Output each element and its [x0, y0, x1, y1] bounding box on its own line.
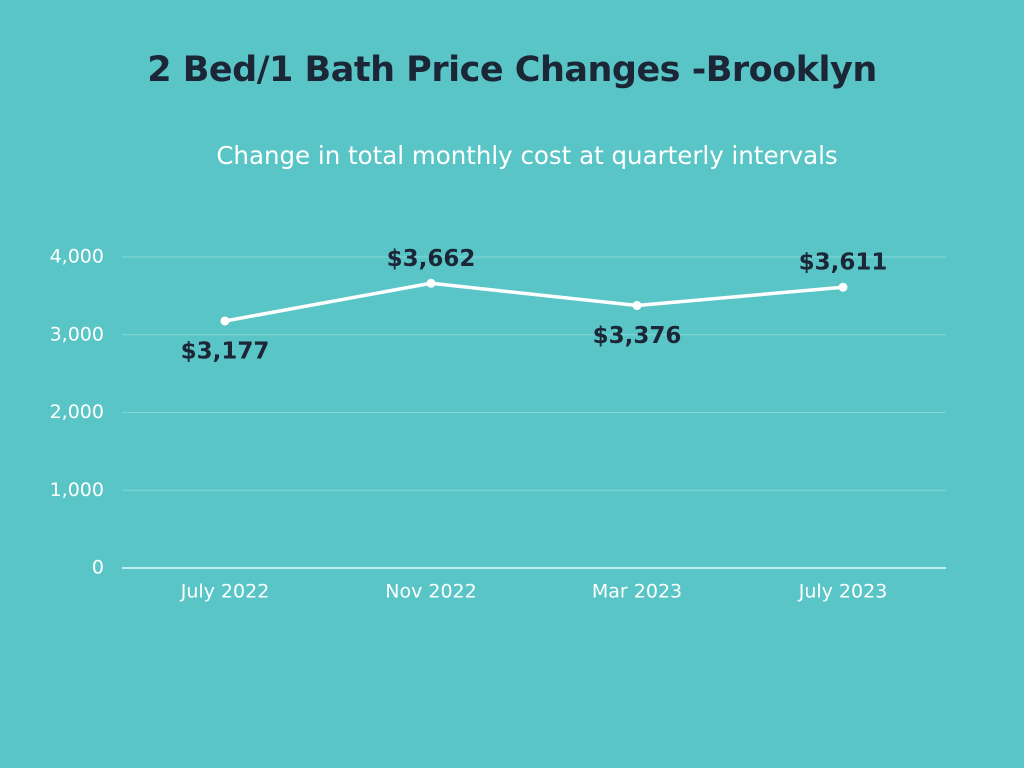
gridlines — [122, 256, 946, 569]
data-label: $3,611 — [799, 250, 888, 276]
data-labels: $3,177 $3,662 $3,376 $3,611 — [181, 246, 888, 365]
x-axis-tick-labels: July 2022 Nov 2022 Mar 2023 July 2023 — [180, 581, 888, 603]
x-tick-label: Mar 2023 — [592, 581, 682, 603]
chart-subtitle: Change in total monthly cost at quarterl… — [216, 141, 838, 170]
y-tick-label: 1,000 — [50, 479, 104, 501]
series-price — [220, 278, 848, 326]
x-tick-label: Nov 2022 — [385, 581, 476, 603]
data-point — [220, 316, 230, 326]
y-tick-label: 2,000 — [50, 401, 104, 423]
data-label: $3,177 — [181, 338, 270, 364]
data-label: $3,376 — [593, 323, 682, 349]
series-line — [223, 281, 845, 323]
y-tick-label: 3,000 — [50, 323, 104, 345]
y-tick-label: 0 — [92, 557, 104, 579]
data-label: $3,662 — [387, 246, 476, 272]
x-tick-label: July 2022 — [180, 581, 270, 603]
x-tick-label: July 2023 — [798, 581, 888, 603]
data-point — [838, 282, 848, 292]
data-point — [632, 301, 642, 311]
y-tick-label: 4,000 — [50, 246, 104, 268]
y-axis-tick-labels: 0 1,000 2,000 3,000 4,000 — [50, 246, 104, 579]
data-point — [426, 278, 436, 288]
chart-title: 2 Bed/1 Bath Price Changes -Brooklyn — [147, 50, 877, 90]
